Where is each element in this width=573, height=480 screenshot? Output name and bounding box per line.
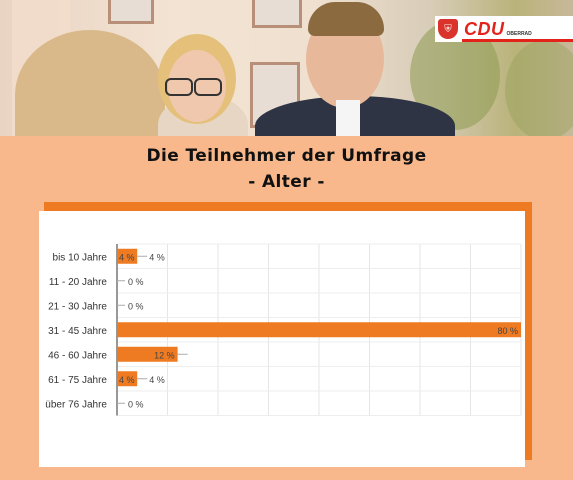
chart-frame-top bbox=[44, 202, 532, 211]
data-label: 4 % bbox=[119, 375, 135, 385]
person-hair-right bbox=[308, 2, 384, 36]
building-window bbox=[252, 0, 302, 28]
glasses-icon bbox=[194, 78, 222, 96]
glasses-icon bbox=[165, 78, 193, 96]
data-label: 0 % bbox=[128, 277, 144, 287]
person-hair-left bbox=[15, 30, 165, 136]
bar bbox=[117, 322, 521, 338]
chart-panel: bis 10 Jahre 4 % 4 % 11 - 20 Jahre 0 % 21 - 3… bbox=[39, 211, 525, 467]
category-label: 46 - 60 Jahre bbox=[48, 350, 107, 361]
chart-frame-right bbox=[525, 202, 532, 460]
header-photo: ⛨ CDU OBERRAD bbox=[0, 0, 573, 136]
category-label: bis 10 Jahre bbox=[53, 252, 108, 263]
building-window bbox=[108, 0, 154, 24]
category-label: 61 - 75 Jahre bbox=[48, 375, 107, 386]
data-label: 0 % bbox=[128, 399, 144, 409]
city-crest-icon: ⛨ bbox=[438, 19, 458, 39]
data-label: 4 % bbox=[149, 375, 165, 385]
tree-foliage bbox=[505, 40, 573, 136]
category-label: über 76 Jahre bbox=[45, 399, 107, 410]
page-subtitle: - Alter - bbox=[248, 172, 325, 192]
age-bar-chart: bis 10 Jahre 4 % 4 % 11 - 20 Jahre 0 % 21 - 3… bbox=[45, 243, 522, 416]
logo-text: CDU bbox=[464, 18, 505, 39]
data-label: 80 % bbox=[497, 326, 518, 336]
shirt-collar bbox=[336, 100, 360, 136]
cdu-logo: ⛨ CDU OBERRAD bbox=[435, 16, 573, 42]
logo-subtext: OBERRAD bbox=[506, 31, 532, 37]
page-title: Die Teilnehmer der Umfrage bbox=[146, 146, 427, 166]
bar bbox=[117, 248, 138, 264]
bar bbox=[117, 371, 138, 387]
data-label: 0 % bbox=[128, 301, 144, 311]
category-label: 11 - 20 Jahre bbox=[49, 277, 108, 288]
data-label: 12 % bbox=[154, 350, 175, 360]
category-label: 21 - 30 Jahre bbox=[48, 301, 107, 312]
category-label: 31 - 45 Jahre bbox=[48, 326, 107, 337]
data-label: 4 % bbox=[149, 252, 165, 262]
bar bbox=[117, 346, 178, 362]
person-face-center bbox=[168, 50, 226, 122]
data-label: 4 % bbox=[119, 252, 135, 262]
logo-underline bbox=[462, 39, 573, 42]
